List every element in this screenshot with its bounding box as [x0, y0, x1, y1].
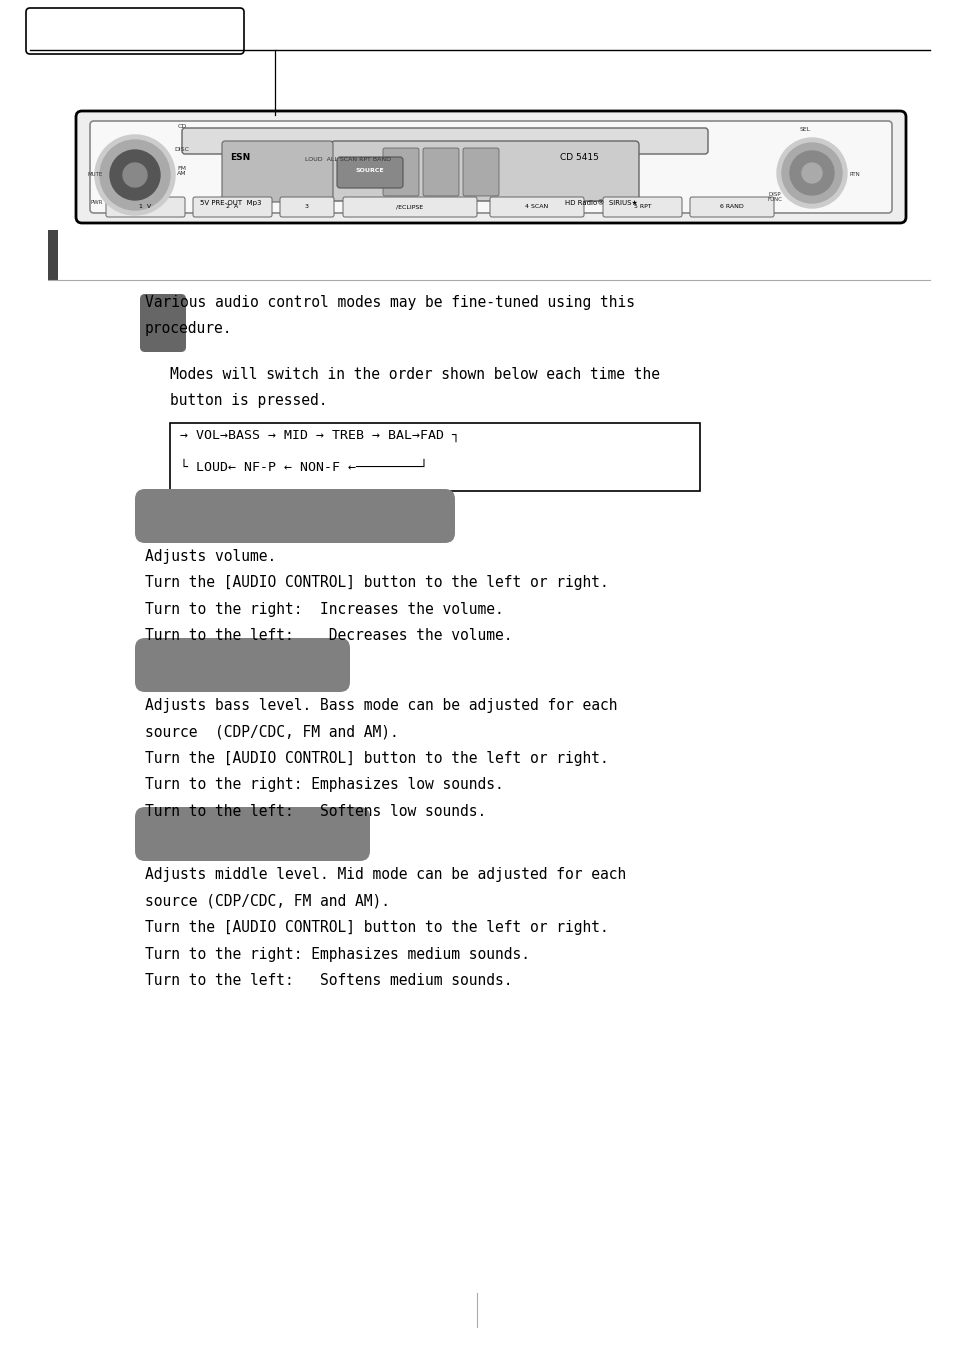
Text: 4 SCAN: 4 SCAN — [525, 205, 548, 210]
Bar — [170, 423, 700, 491]
FancyBboxPatch shape — [382, 148, 418, 196]
FancyBboxPatch shape — [689, 196, 773, 217]
Text: source (CDP/CDC, FM and AM).: source (CDP/CDC, FM and AM). — [145, 893, 390, 908]
Text: Turn the [AUDIO CONTROL] button to the left or right.: Turn the [AUDIO CONTROL] button to the l… — [145, 751, 608, 766]
Text: Turn to the left:   Softens medium sounds.: Turn to the left: Softens medium sounds. — [145, 973, 512, 988]
FancyBboxPatch shape — [76, 111, 905, 224]
Text: RTN: RTN — [849, 172, 860, 178]
Circle shape — [100, 140, 170, 210]
Circle shape — [781, 144, 841, 203]
Text: ESN: ESN — [230, 153, 250, 163]
Text: 5 RPT: 5 RPT — [633, 205, 651, 210]
Text: Adjusts bass level. Bass mode can be adjusted for each: Adjusts bass level. Bass mode can be adj… — [145, 698, 617, 713]
Text: Turn the [AUDIO CONTROL] button to the left or right.: Turn the [AUDIO CONTROL] button to the l… — [145, 576, 608, 591]
FancyBboxPatch shape — [140, 294, 186, 352]
Text: Modes will switch in the order shown below each time the: Modes will switch in the order shown bel… — [170, 367, 659, 382]
FancyBboxPatch shape — [462, 148, 498, 196]
Circle shape — [110, 150, 160, 201]
Text: Turn to the left:    Decreases the volume.: Turn to the left: Decreases the volume. — [145, 629, 512, 644]
Text: /ECLIPSE: /ECLIPSE — [396, 205, 423, 210]
Text: Adjusts middle level. Mid mode can be adjusted for each: Adjusts middle level. Mid mode can be ad… — [145, 867, 625, 882]
Text: Turn to the right: Emphasizes medium sounds.: Turn to the right: Emphasizes medium sou… — [145, 947, 530, 962]
FancyBboxPatch shape — [135, 638, 350, 692]
FancyBboxPatch shape — [422, 148, 458, 196]
FancyBboxPatch shape — [336, 157, 402, 188]
Bar — [48, 230, 58, 280]
FancyBboxPatch shape — [106, 196, 185, 217]
Text: MUTE: MUTE — [88, 172, 103, 178]
Text: → VOL→BASS → MID → TREB → BAL→FAD ┐: → VOL→BASS → MID → TREB → BAL→FAD ┐ — [180, 430, 459, 442]
Text: Turn to the left:   Softens low sounds.: Turn to the left: Softens low sounds. — [145, 804, 486, 818]
Text: 1  V: 1 V — [139, 205, 152, 210]
Circle shape — [789, 150, 833, 195]
FancyBboxPatch shape — [343, 196, 476, 217]
FancyBboxPatch shape — [193, 196, 272, 217]
Text: 6 RAND: 6 RAND — [720, 205, 743, 210]
Circle shape — [95, 136, 174, 215]
Text: button is pressed.: button is pressed. — [170, 393, 327, 408]
Text: HD Radio®  SIRIUS★: HD Radio® SIRIUS★ — [564, 201, 638, 206]
Text: DISP
FUNC: DISP FUNC — [767, 191, 781, 202]
Text: Adjusts volume.: Adjusts volume. — [145, 549, 276, 564]
Text: 2  A: 2 A — [226, 205, 238, 210]
FancyBboxPatch shape — [602, 196, 681, 217]
Text: 3: 3 — [305, 205, 309, 210]
FancyBboxPatch shape — [280, 196, 334, 217]
FancyBboxPatch shape — [222, 141, 333, 202]
Text: PWR: PWR — [91, 201, 103, 206]
FancyBboxPatch shape — [135, 808, 370, 860]
FancyBboxPatch shape — [135, 489, 455, 543]
Text: Turn to the right:  Increases the volume.: Turn to the right: Increases the volume. — [145, 602, 503, 617]
FancyBboxPatch shape — [331, 141, 639, 201]
FancyBboxPatch shape — [182, 127, 707, 154]
Text: 5V PRE-OUT  Mp3: 5V PRE-OUT Mp3 — [200, 201, 261, 206]
Text: Various audio control modes may be fine-tuned using this: Various audio control modes may be fine-… — [145, 295, 635, 310]
Text: SEL: SEL — [799, 127, 810, 131]
Text: source  (CDP/CDC, FM and AM).: source (CDP/CDC, FM and AM). — [145, 725, 398, 740]
Circle shape — [123, 163, 147, 187]
Text: Turn to the right: Emphasizes low sounds.: Turn to the right: Emphasizes low sounds… — [145, 778, 503, 793]
Circle shape — [776, 138, 846, 209]
Text: FM
AM: FM AM — [177, 165, 187, 176]
FancyBboxPatch shape — [90, 121, 891, 213]
Circle shape — [801, 163, 821, 183]
Text: CD: CD — [177, 125, 187, 130]
Text: DISC: DISC — [174, 146, 190, 152]
Text: SOURCE: SOURCE — [355, 168, 384, 173]
Text: Turn the [AUDIO CONTROL] button to the left or right.: Turn the [AUDIO CONTROL] button to the l… — [145, 920, 608, 935]
Text: └ LOUD← NF-P ← NON-F ←────────┘: └ LOUD← NF-P ← NON-F ←────────┘ — [180, 461, 428, 474]
FancyBboxPatch shape — [26, 8, 244, 54]
Text: LOUD  ALL SCAN RPT BAND: LOUD ALL SCAN RPT BAND — [305, 157, 391, 163]
FancyBboxPatch shape — [490, 196, 583, 217]
Text: procedure.: procedure. — [145, 321, 233, 336]
Text: CD 5415: CD 5415 — [559, 153, 598, 163]
